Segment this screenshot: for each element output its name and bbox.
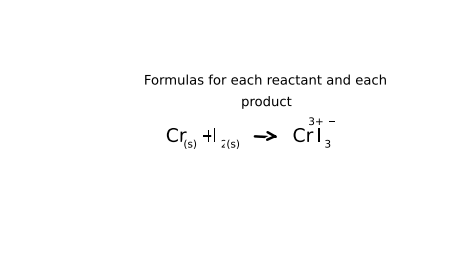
Text: 2: 2 [221, 140, 228, 149]
Text: product: product [241, 96, 292, 109]
Text: 3+: 3+ [308, 117, 324, 127]
Text: 3: 3 [325, 140, 331, 149]
Text: (s): (s) [227, 140, 240, 149]
Text: Formulas for each reactant and each: Formulas for each reactant and each [144, 74, 390, 88]
Text: Cr: Cr [292, 127, 313, 146]
Text: I: I [212, 127, 217, 146]
Text: Cr: Cr [166, 127, 187, 146]
Text: −: − [328, 117, 336, 127]
Text: (s): (s) [183, 140, 197, 149]
Text: I: I [316, 127, 322, 146]
Text: +: + [201, 127, 217, 146]
